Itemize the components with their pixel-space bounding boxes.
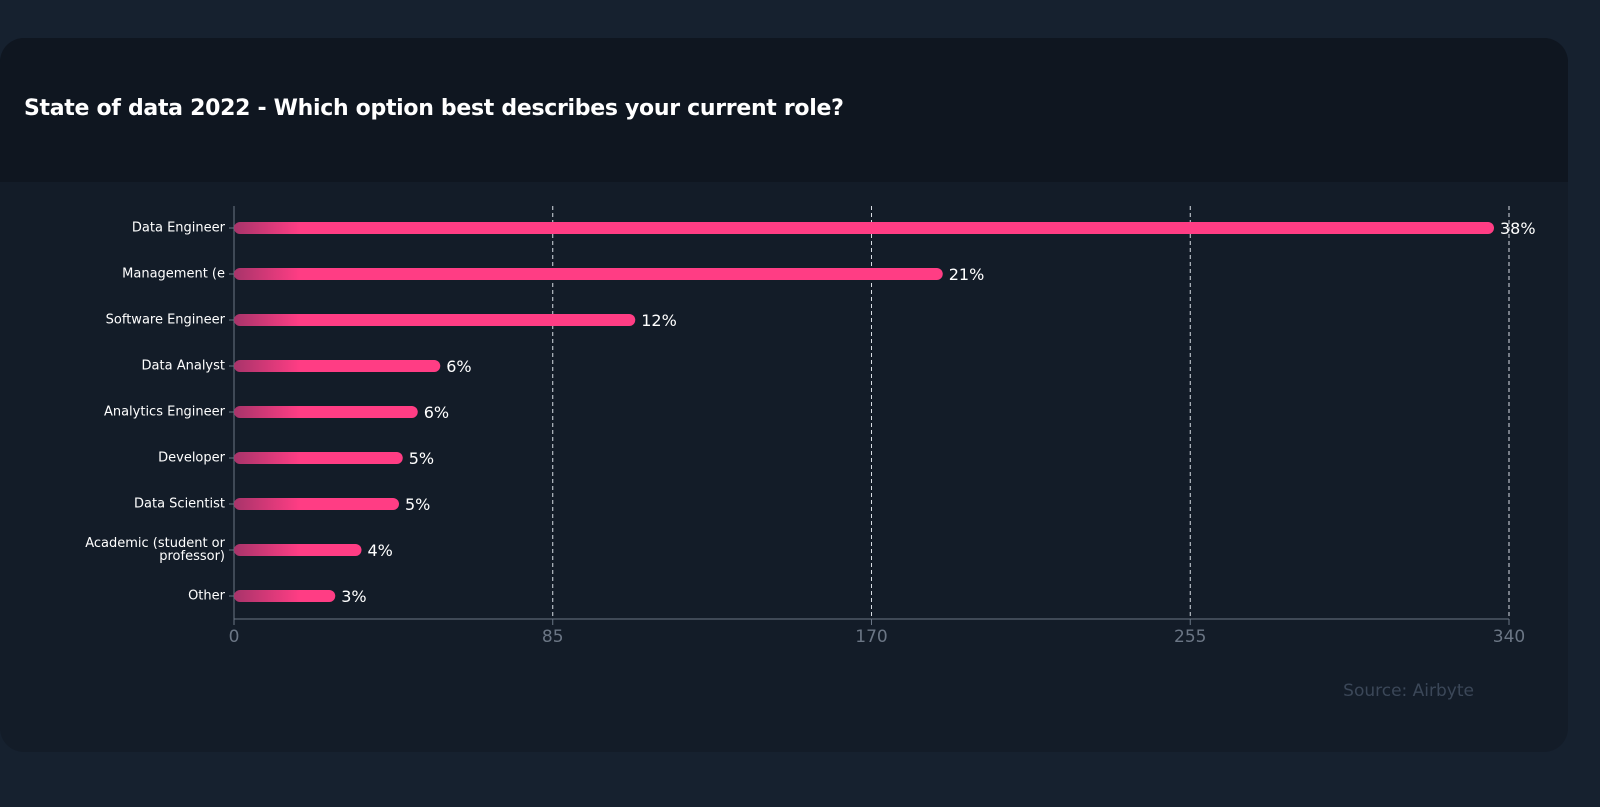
value-label: 38% <box>1500 219 1536 238</box>
value-label: 12% <box>641 311 677 330</box>
value-label: 21% <box>949 265 985 284</box>
x-tick-label: 85 <box>542 627 564 647</box>
value-label: 6% <box>446 357 471 376</box>
bar <box>234 314 636 326</box>
y-tick-label: Developer <box>158 450 225 466</box>
y-tick-label: Management (e <box>122 266 225 282</box>
x-tick-label: 340 <box>1493 627 1525 647</box>
value-label: 5% <box>405 495 430 514</box>
y-tick-label: Analytics Engineer <box>103 404 225 420</box>
x-tick-label: 255 <box>1174 627 1206 647</box>
value-label: 3% <box>341 587 366 606</box>
x-tick-label: 0 <box>229 627 240 647</box>
x-tick-label: 170 <box>855 627 887 647</box>
y-tick-label: Software Engineer <box>105 312 225 328</box>
value-label: 6% <box>424 403 449 422</box>
y-tick-label: Data Analyst <box>141 358 225 374</box>
bar <box>234 452 403 464</box>
bar <box>234 406 418 418</box>
chart-card: State of data 2022 - Which option best d… <box>0 38 1568 752</box>
bar <box>234 544 362 556</box>
source-note: Source: Airbyte <box>1343 681 1474 701</box>
header: State of data 2022 - Which option best d… <box>0 38 1568 182</box>
bar <box>234 222 1494 234</box>
bar <box>234 590 336 602</box>
y-tick-label: Data Scientist <box>134 496 225 512</box>
y-tick-label: Other <box>188 588 225 604</box>
y-tick-label: Data Engineer <box>131 220 225 236</box>
value-label: 4% <box>368 541 393 560</box>
y-tick-label: Academic (student or professor) <box>85 536 225 564</box>
chart-title: State of data 2022 - Which option best d… <box>24 96 844 121</box>
bar <box>234 498 399 510</box>
bar <box>234 360 441 372</box>
value-label: 5% <box>409 449 434 468</box>
bar <box>234 268 943 280</box>
